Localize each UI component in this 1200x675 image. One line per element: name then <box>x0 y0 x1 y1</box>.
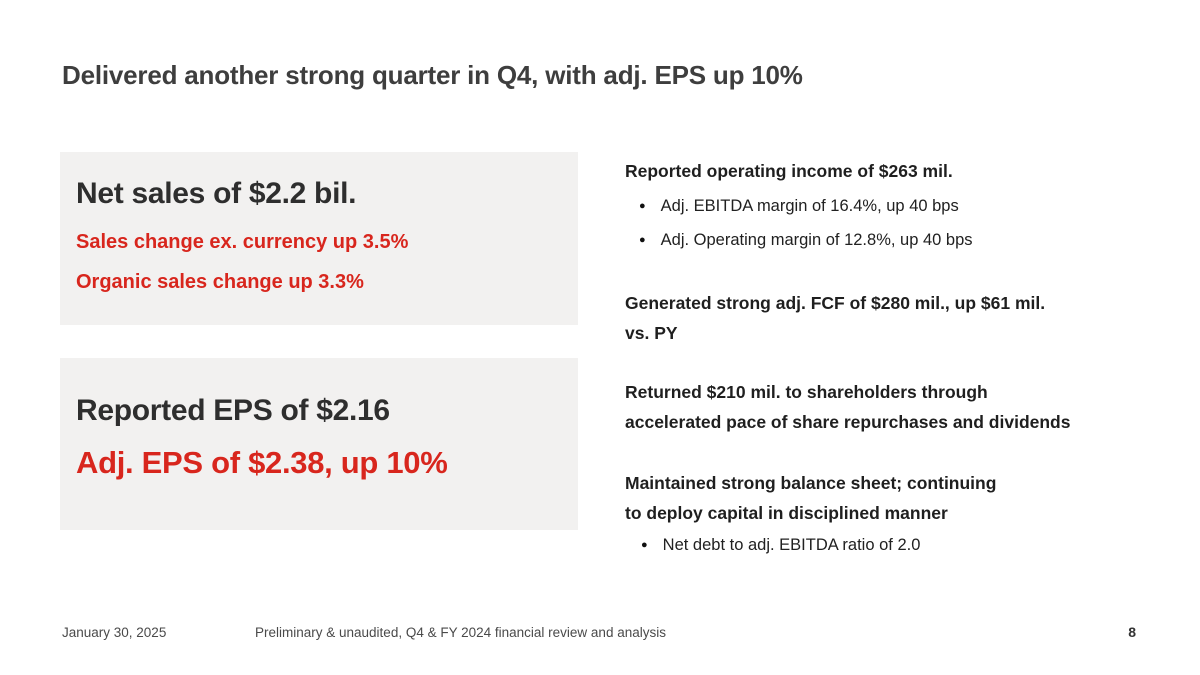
page-number: 8 <box>1128 624 1136 640</box>
net-sales-card: Net sales of $2.2 bil. Sales change ex. … <box>60 152 578 325</box>
fcf-section: Generated strong adj. FCF of $280 mil., … <box>625 288 1153 348</box>
shareholder-returns-section: Returned $210 mil. to shareholders throu… <box>625 377 1153 437</box>
bullet-icon: ● <box>639 234 646 246</box>
balance-sheet-section: Maintained strong balance sheet; continu… <box>625 468 1153 557</box>
shareholder-returns-line1: Returned $210 mil. to shareholders throu… <box>625 382 988 402</box>
ebitda-margin-bullet: ● Adj. EBITDA margin of 16.4%, up 40 bps <box>639 194 1153 218</box>
operating-income-heading: Reported operating income of $263 mil. <box>625 161 953 181</box>
eps-card: Reported EPS of $2.16 Adj. EPS of $2.38,… <box>60 358 578 530</box>
organic-sales-change: Organic sales change up 3.3% <box>76 271 364 293</box>
shareholder-returns-line2: accelerated pace of share repurchases an… <box>625 412 1071 432</box>
adjusted-eps: Adj. EPS of $2.38, up 10% <box>76 445 448 480</box>
fcf-heading-line2: vs. PY <box>625 323 678 343</box>
highlights-column: Reported operating income of $263 mil. ●… <box>625 156 1153 587</box>
footer-date: January 30, 2025 <box>62 625 167 640</box>
bullet-icon: ● <box>641 539 648 551</box>
net-debt-text: Net debt to adj. EBITDA ratio of 2.0 <box>662 536 921 554</box>
balance-sheet-line1: Maintained strong balance sheet; continu… <box>625 473 997 493</box>
net-sales-headline: Net sales of $2.2 bil. <box>76 177 357 210</box>
sales-change-ex-currency: Sales change ex. currency up 3.5% <box>76 231 409 253</box>
ebitda-margin-text: Adj. EBITDA margin of 16.4%, up 40 bps <box>660 197 959 215</box>
footer-note: Preliminary & unaudited, Q4 & FY 2024 fi… <box>255 625 666 640</box>
operating-margin-text: Adj. Operating margin of 12.8%, up 40 bp… <box>660 231 973 249</box>
operating-margin-bullet: ● Adj. Operating margin of 12.8%, up 40 … <box>639 228 1153 252</box>
bullet-icon: ● <box>639 200 646 212</box>
reported-eps: Reported EPS of $2.16 <box>76 394 390 427</box>
slide-title: Delivered another strong quarter in Q4, … <box>62 60 803 90</box>
operating-income-section: Reported operating income of $263 mil. ●… <box>625 156 1153 252</box>
net-debt-bullet: ● Net debt to adj. EBITDA ratio of 2.0 <box>641 533 1153 557</box>
fcf-heading-line1: Generated strong adj. FCF of $280 mil., … <box>625 293 1046 313</box>
balance-sheet-line2: to deploy capital in disciplined manner <box>625 503 948 523</box>
